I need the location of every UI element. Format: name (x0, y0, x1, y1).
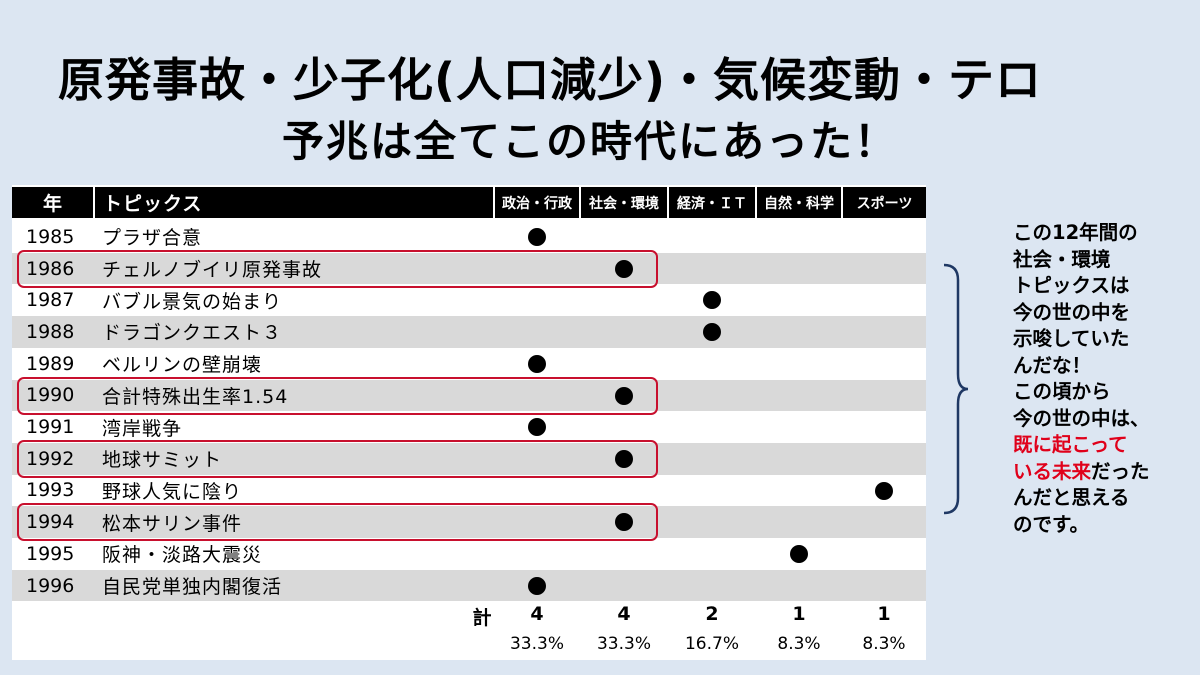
side-note-line: んだな！ (1013, 353, 1092, 377)
row-year: 1985 (26, 225, 75, 248)
table-row: 1996 自民党単独内閣復活 (12, 569, 926, 602)
row-topic: プラザ合意 (102, 227, 203, 250)
header-science: 自然・科学 (757, 187, 841, 218)
side-note-emphasis: いる未来 (1013, 459, 1092, 483)
category-dot (615, 386, 633, 405)
row-topic: バブル景気の始まり (102, 290, 283, 313)
table-row: 1987 バブル景気の始まり (12, 284, 926, 316)
highlight-box (17, 503, 658, 542)
highlight-box (17, 249, 658, 288)
header-society: 社会・環境 (581, 187, 667, 218)
table-row: 1985 プラザ合意 (12, 221, 926, 253)
row-year: 1994 (26, 511, 75, 534)
row-year: 1993 (26, 479, 75, 502)
page-title-line1: 原発事故・少子化(人口減少)・気候変動・テロ (57, 53, 1043, 107)
category-dot (703, 323, 721, 342)
total-count: 4 (530, 603, 544, 625)
header-topic: トピックス (95, 187, 493, 218)
row-year: 1989 (26, 352, 75, 375)
highlight-box (17, 376, 658, 415)
category-dot (703, 291, 721, 310)
category-dot (615, 449, 633, 468)
header-year: 年 (12, 187, 93, 218)
side-note-line: この頃から (1013, 380, 1111, 403)
row-year: 1986 (26, 257, 75, 280)
row-topic: 阪神・淡路大震災 (102, 544, 263, 567)
category-dot (615, 513, 633, 532)
row-year: 1995 (26, 542, 75, 565)
category-dot (875, 481, 893, 500)
row-topic: 松本サリン事件 (102, 512, 243, 535)
table-header: 年 トピックス 政治・行政 社会・環境 経済・ＩＴ 自然・科学 スポーツ (12, 185, 926, 218)
topics-table: 年 トピックス 政治・行政 社会・環境 経済・ＩＴ 自然・科学 スポーツ 198… (12, 185, 926, 660)
highlight-box (17, 439, 658, 478)
row-year: 1991 (26, 416, 75, 439)
row-topic: 地球サミット (102, 449, 223, 472)
total-count: 1 (792, 603, 806, 625)
row-topic: ベルリンの壁崩壊 (102, 354, 263, 377)
table-row: 1992 地球サミット (12, 442, 926, 475)
side-note-line: トピックスは (1013, 274, 1130, 297)
side-note-line: この12年間の (1013, 221, 1138, 244)
side-note: この12年間の 社会・環境 トピックスは 今の世の中を 示唆していた んだな！ … (1013, 220, 1198, 538)
page-title-line2: 予兆は全てこの時代にあった！ (281, 117, 898, 166)
side-note-line: んだと思える (1013, 486, 1130, 509)
total-percent: 33.3% (596, 634, 651, 654)
row-year: 1988 (26, 320, 75, 343)
row-year: 1990 (26, 384, 75, 407)
side-note-line: いる未来だった (1013, 459, 1198, 486)
table-row: 1995 阪神・淡路大震災 (12, 538, 926, 570)
row-topic: 合計特殊出生率1.54 (102, 385, 289, 408)
row-year: 1987 (26, 289, 75, 312)
row-topic: 湾岸戦争 (102, 417, 183, 440)
table-row: 1991 湾岸戦争 (12, 411, 926, 443)
category-dot (528, 576, 546, 595)
total-count: 1 (877, 603, 891, 625)
table-row: 1990 合計特殊出生率1.54 (12, 379, 926, 412)
side-note-text: だった (1091, 459, 1150, 483)
table-row: 1989 ベルリンの壁崩壊 (12, 348, 926, 380)
row-topic: ドラゴンクエスト３ (102, 322, 283, 345)
header-politics: 政治・行政 (495, 187, 579, 218)
table-row: 1986 チェルノブイリ原発事故 (12, 252, 926, 285)
category-dot (528, 418, 546, 437)
side-note-line: 社会・環境 (1013, 247, 1111, 271)
category-dot (528, 354, 546, 373)
row-topic: 自民党単独内閣復活 (102, 576, 283, 599)
row-topic: 野球人気に陰り (102, 480, 243, 503)
side-note-line: 今の世の中を (1013, 300, 1131, 324)
right-brace-icon (943, 263, 969, 515)
category-dot (615, 259, 633, 278)
row-year: 1996 (26, 574, 75, 597)
side-note-line: 今の世の中は、 (1013, 406, 1150, 430)
total-count: 2 (705, 603, 719, 625)
category-dot (790, 545, 808, 563)
total-percent: 8.3% (777, 634, 821, 654)
row-year: 1992 (26, 447, 75, 470)
table-row: 1993 野球人気に陰り (12, 475, 926, 507)
total-label: 計 (472, 607, 492, 629)
side-note-line: 示唆していた (1013, 327, 1130, 350)
table-row: 1988 ドラゴンクエスト３ (12, 316, 926, 348)
header-economy: 経済・ＩＴ (669, 187, 755, 218)
total-count: 4 (617, 603, 631, 625)
table-row: 1994 松本サリン事件 (12, 506, 926, 538)
row-topic: チェルノブイリ原発事故 (102, 259, 323, 282)
category-dot (528, 228, 546, 246)
total-percent: 16.7% (684, 634, 739, 654)
side-note-emphasis: 既に起こって (1013, 433, 1128, 456)
header-sports: スポーツ (843, 187, 926, 218)
side-note-line: のです。 (1013, 512, 1090, 536)
total-percent: 8.3% (862, 634, 906, 654)
total-percent: 33.3% (509, 634, 564, 654)
